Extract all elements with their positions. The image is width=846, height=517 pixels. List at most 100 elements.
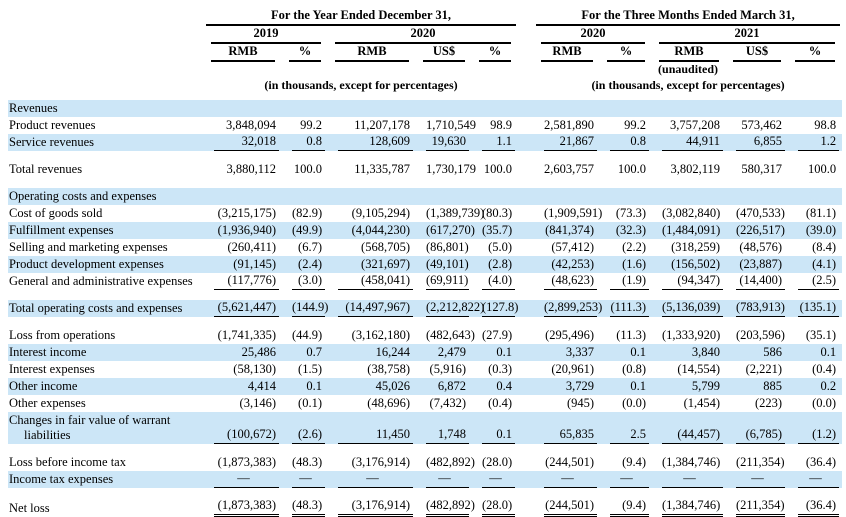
spacer-row — [8, 488, 843, 498]
cell-value: (127.8) — [472, 300, 518, 317]
cell-value: (321,697) — [328, 256, 416, 273]
row-label: Other expenses — [9, 396, 86, 410]
column-gutter — [518, 205, 534, 222]
cell-value: (48,576) — [739, 240, 783, 254]
cell-value: 11,450 — [328, 412, 416, 444]
row-label: Net loss — [9, 501, 50, 515]
income-statement-table: For the Year Ended December 31, For the … — [8, 8, 843, 517]
cell-value: — — [600, 471, 653, 488]
cell-value: 99.2 — [300, 118, 322, 132]
cell-value: (49.9) — [282, 222, 328, 239]
group-annual-header: For the Year Ended December 31, — [204, 8, 518, 26]
column-gutter — [518, 378, 535, 395]
table-row: Total operating costs and expenses (5,621… — [8, 300, 843, 317]
cell-value: 0.1 — [788, 344, 843, 361]
column-gutter — [518, 222, 535, 239]
cell-value: (23,887) — [726, 256, 789, 273]
cell-value: 100.0 — [293, 162, 322, 176]
cell-value: (226,517) — [726, 222, 789, 239]
cell-value: (1,909,591) — [544, 206, 603, 220]
cell-value: 25,486 — [204, 344, 282, 361]
column-gutter — [518, 239, 534, 256]
row-label: Service revenues — [8, 134, 204, 151]
column-gutter — [518, 361, 534, 378]
cell-value: (1,484,091) — [652, 222, 727, 239]
cell-value: 21,867 — [534, 134, 601, 151]
table-row: Product development expenses (91,145) (2.4… — [8, 256, 843, 273]
cell-value: 100.0 — [807, 162, 837, 176]
spacer-row — [8, 151, 843, 161]
cell-value: (0.0) — [622, 396, 647, 410]
column-gutter — [518, 134, 535, 151]
cell-value: (841,374) — [534, 222, 601, 239]
cell-value: 1.2 — [788, 134, 843, 151]
column-gutter — [518, 395, 534, 412]
column-gutter — [518, 498, 534, 517]
cell-value: (1,384,746) — [662, 455, 721, 469]
cell-value: (28.0) — [482, 455, 513, 469]
cell-value: (9,105,294) — [351, 206, 410, 220]
section-label: Operating costs and expenses — [8, 188, 843, 205]
cell-value: (27.9) — [482, 328, 513, 342]
cell-value: (1,389,739) — [426, 206, 485, 220]
section-row: Operating costs and expenses — [8, 188, 843, 205]
table-row: General and administrative expenses (117,… — [8, 273, 842, 290]
cell-value: (117,776) — [204, 273, 282, 290]
cell-value: (223) — [754, 396, 783, 410]
cell-value: 45,026 — [328, 378, 416, 395]
table-row: Interest expenses (58,130) (1.5) (38,758) (5… — [8, 361, 842, 378]
column-gutter — [518, 161, 534, 178]
cell-value: (135.1) — [788, 300, 843, 317]
cell-value: (91,145) — [204, 256, 282, 273]
unaudited-note: (unaudited) — [658, 62, 719, 76]
cell-value: (42,253) — [534, 256, 601, 273]
row-label: Fulfillment expenses — [8, 222, 204, 239]
cell-value: 0.1 — [472, 344, 519, 361]
cell-value: 0.4 — [472, 378, 519, 395]
col-header-rmb: RMB — [652, 44, 726, 62]
cell-value: (260,411) — [227, 240, 277, 254]
cell-value: 0.8 — [282, 134, 328, 151]
cell-value: (211,354) — [726, 498, 788, 517]
cell-value: 98.8 — [814, 118, 837, 132]
cell-value: 100.0 — [617, 162, 647, 176]
year-2019-header: 2019 — [204, 26, 328, 44]
cell-value: 2,581,890 — [544, 118, 595, 132]
cell-value: (2.5) — [788, 273, 842, 290]
cell-value: (7,432) — [429, 396, 466, 410]
cell-value: (69,911) — [416, 273, 472, 290]
cell-value: (57,412) — [551, 240, 595, 254]
cell-value: (100,672) — [204, 412, 282, 444]
cell-value: 4,414 — [204, 378, 282, 395]
cell-value: 1,710,549 — [426, 118, 476, 132]
column-gutter — [518, 300, 535, 317]
cell-value: (11.3) — [616, 328, 647, 342]
row-label: Other income — [8, 378, 204, 395]
cell-value: (48,696) — [367, 396, 410, 410]
row-label: Changes in fair value of warrant liabilit… — [8, 412, 204, 444]
cell-value: (3,176,914) — [328, 498, 416, 517]
cell-value: (1,873,383) — [204, 498, 282, 517]
cell-value: 6,855 — [726, 134, 789, 151]
units-note-annual: (in thousands, except for percentages) — [264, 78, 458, 92]
cell-value: (82.9) — [292, 206, 323, 220]
cell-value: 3,880,112 — [226, 162, 276, 176]
cell-value: (0.4) — [812, 362, 837, 376]
table-header: For the Year Ended December 31, For the … — [8, 8, 842, 100]
col-header-rmb: RMB — [328, 44, 416, 62]
col-header-usd: US$ — [726, 44, 788, 62]
cell-value: (1,936,940) — [204, 222, 282, 239]
quarter-2020-header: 2020 — [534, 26, 652, 44]
table-row: Other expenses (3,146) (0.1) (48,696) (7,432… — [8, 395, 842, 412]
cell-value: (1,741,335) — [217, 328, 276, 342]
cell-value: 128,609 — [328, 134, 416, 151]
cell-value: (1.9) — [600, 273, 652, 290]
cell-value: (783,913) — [726, 300, 789, 317]
cell-value: (1,873,383) — [217, 455, 276, 469]
row-label: Cost of goods sold — [9, 206, 103, 220]
cell-value: 3,802,119 — [670, 162, 721, 176]
cell-value: (295,496) — [545, 328, 595, 342]
cell-value: — — [726, 471, 789, 488]
col-header-pct: % — [282, 44, 328, 62]
